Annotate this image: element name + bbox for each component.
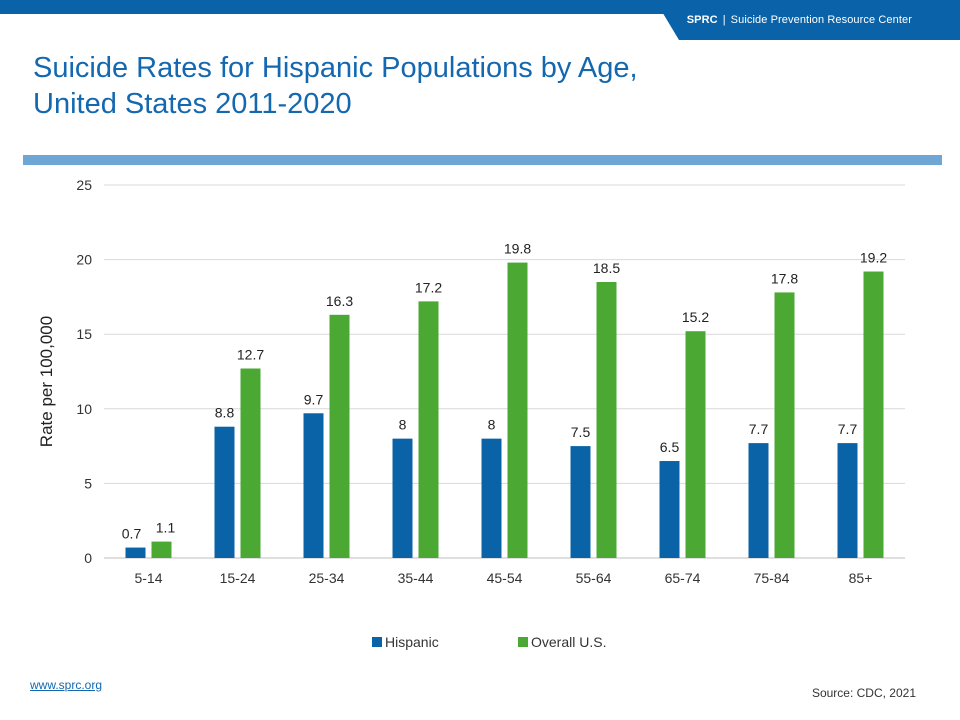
bar: [240, 368, 261, 558]
data-label: 7.5: [571, 424, 591, 440]
legend-label: Hispanic: [385, 634, 439, 650]
org-abbr: SPRC: [686, 14, 718, 26]
data-label: 15.2: [682, 309, 709, 325]
legend-label: Overall U.S.: [531, 634, 606, 650]
bar: [837, 443, 858, 558]
data-label: 9.7: [304, 391, 324, 407]
bar: [125, 547, 146, 558]
y-tick-label: 0: [84, 550, 92, 566]
header-tab: [655, 0, 960, 40]
page-title: Suicide Rates for Hispanic Populations b…: [33, 50, 638, 122]
data-label: 8: [399, 417, 407, 433]
y-tick-label: 15: [76, 326, 92, 342]
x-tick-label: 75-84: [754, 570, 790, 586]
x-tick-label: 15-24: [220, 570, 256, 586]
data-label: 8.8: [215, 405, 235, 421]
y-tick-label: 20: [76, 252, 92, 268]
legend-swatch: [372, 637, 382, 647]
bar-chart: 0 5 10 15 20 25 Rate per 100,000 0.7 1.1 5-14 8.8 1…: [37, 177, 905, 650]
x-tick-label: 65-74: [665, 570, 701, 586]
y-tick-label: 10: [76, 401, 92, 417]
bar: [748, 443, 769, 558]
data-label: 16.3: [326, 293, 353, 309]
bar: [151, 541, 172, 558]
y-tick-label: 25: [76, 177, 92, 193]
x-tick-label: 55-64: [576, 570, 612, 586]
data-label: 19.8: [504, 241, 531, 257]
bar: [570, 446, 591, 558]
x-tick-label: 35-44: [398, 570, 434, 586]
bar: [481, 438, 502, 558]
org-banner: SPRC | Suicide Prevention Resource Center: [687, 14, 912, 26]
source-note: Source: CDC, 2021: [811, 686, 916, 700]
title-line-2: United States 2011-2020: [33, 88, 352, 120]
data-label: 18.5: [593, 260, 620, 276]
org-name: Suicide Prevention Resource Center: [730, 14, 912, 26]
data-label: 0.7: [122, 526, 142, 542]
bar: [596, 281, 617, 558]
bar: [507, 262, 528, 558]
data-label: 12.7: [237, 347, 264, 363]
org-separator: |: [722, 14, 726, 26]
bar: [329, 314, 350, 558]
bar: [392, 438, 413, 558]
bar: [863, 271, 884, 558]
data-label: 7.7: [749, 421, 769, 437]
bar: [774, 292, 795, 558]
legend-swatch: [518, 637, 528, 647]
bar: [418, 301, 439, 558]
bar: [659, 461, 680, 558]
x-tick-label: 25-34: [309, 570, 345, 586]
data-label: 17.8: [771, 270, 798, 286]
data-label: 8: [488, 417, 496, 433]
title-line-1: Suicide Rates for Hispanic Populations b…: [33, 52, 638, 84]
y-axis-title: Rate per 100,000: [37, 316, 56, 447]
bar: [214, 426, 235, 558]
x-tick-label: 5-14: [134, 570, 162, 586]
x-tick-label: 85+: [849, 570, 873, 586]
bar: [685, 331, 706, 558]
title-divider: [23, 155, 942, 165]
data-label: 19.2: [860, 250, 887, 266]
data-label: 6.5: [660, 439, 680, 455]
bar: [303, 413, 324, 558]
website-link[interactable]: www.sprc.org: [30, 678, 103, 692]
data-label: 17.2: [415, 279, 442, 295]
data-label: 1.1: [156, 520, 176, 536]
y-tick-label: 5: [84, 475, 92, 491]
x-tick-label: 45-54: [487, 570, 523, 586]
data-label: 7.7: [838, 421, 858, 437]
